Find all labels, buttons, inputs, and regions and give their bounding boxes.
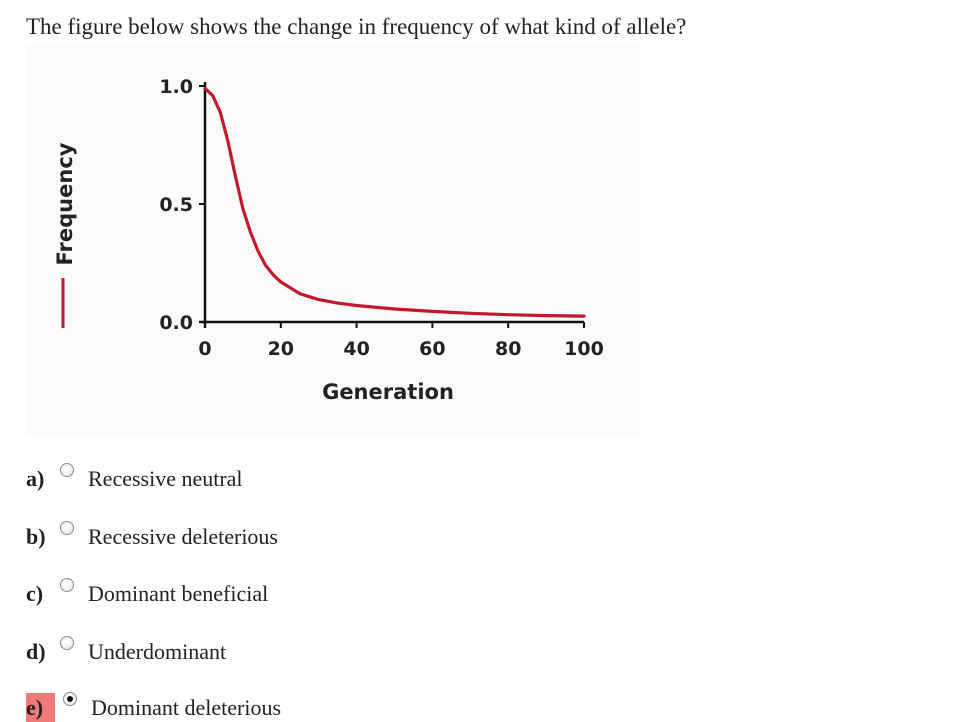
choice-a[interactable]: a) Recessive neutral (26, 463, 243, 494)
x-tick-label: 20 (268, 338, 294, 360)
choice-text-a: Recessive neutral (88, 466, 243, 491)
x-tick-label: 40 (343, 338, 369, 360)
radio-icon-e[interactable] (63, 692, 77, 706)
x-tick-label: 80 (495, 338, 521, 360)
y-axis-label: Frequency (53, 142, 77, 265)
frequency-figure: Frequency 1.0 0.5 0.0 0 20 40 60 80 100 Generat… (26, 46, 640, 434)
x-tick-label: 0 (198, 338, 211, 360)
frequency-chart: Frequency 1.0 0.5 0.0 0 20 40 60 80 100 Generat… (53, 76, 604, 404)
choice-letter-a: a) (26, 466, 45, 491)
y-tick-label: 1.0 (159, 76, 193, 98)
question-text: The figure below shows the change in fre… (26, 14, 687, 39)
radio-icon-c[interactable] (60, 578, 74, 592)
radio-icon-d[interactable] (60, 636, 74, 650)
choice-e[interactable]: e) Dominant deleterious (26, 692, 282, 722)
x-tick-label: 60 (419, 338, 445, 360)
choice-text-b: Recessive deleterious (88, 524, 278, 549)
radio-icon-a[interactable] (60, 463, 74, 477)
x-axis-label: Generation (322, 380, 454, 404)
choice-d[interactable]: d) Underdominant (26, 636, 227, 667)
y-axis: 1.0 0.5 0.0 (159, 76, 207, 334)
radio-icon-b[interactable] (60, 521, 74, 535)
choice-letter-e: e) (26, 693, 55, 722)
x-axis: 0 20 40 60 80 100 (198, 320, 604, 360)
choice-text-e: Dominant deleterious (91, 695, 282, 720)
chart-series (203, 86, 586, 318)
x-tick-label: 100 (564, 338, 604, 360)
choice-b[interactable]: b) Recessive deleterious (26, 521, 278, 552)
y-tick-label: 0.5 (159, 194, 193, 216)
choice-c[interactable]: c) Dominant beneficial (26, 578, 269, 609)
choice-letter-b: b) (26, 524, 46, 549)
choice-text-c: Dominant beneficial (88, 581, 269, 606)
y-tick-label: 0.0 (159, 312, 193, 334)
series-line (203, 86, 586, 318)
choice-letter-c: c) (26, 581, 44, 606)
choice-text-d: Underdominant (88, 639, 227, 664)
choice-letter-d: d) (26, 639, 46, 664)
